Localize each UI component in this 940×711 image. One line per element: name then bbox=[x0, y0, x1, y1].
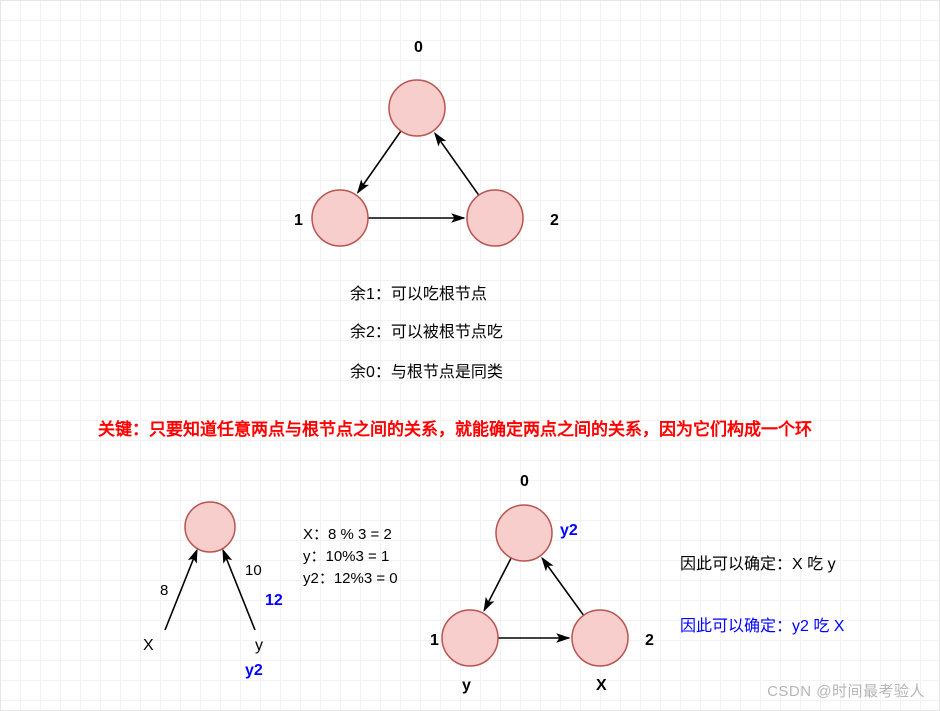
graph-edge bbox=[165, 550, 197, 630]
mod-line-3: y2：12%3 = 0 bbox=[303, 567, 398, 588]
graph-node bbox=[496, 505, 552, 561]
graph-node bbox=[312, 190, 368, 246]
graph-node bbox=[572, 610, 628, 666]
graph-edge bbox=[484, 558, 511, 611]
legend-line-3: 余0：与根节点是同类 bbox=[350, 358, 503, 382]
watermark: CSDN @时间最考验人 bbox=[767, 680, 925, 701]
graph-label: y2 bbox=[245, 662, 263, 679]
graph-label: 2 bbox=[645, 632, 654, 649]
graph-label: 10 bbox=[245, 562, 262, 579]
graph-label: 8 bbox=[160, 582, 168, 599]
mod-line-1: X：8 % 3 = 2 bbox=[303, 523, 392, 544]
key-statement: 关键：只要知道任意两点与根节点之间的关系，就能确定两点之间的关系，因为它们构成一… bbox=[98, 415, 812, 440]
graph-node bbox=[442, 610, 498, 666]
graph-label: X bbox=[143, 637, 154, 654]
diagram-canvas: 012012y2yX81012Xyy2 bbox=[0, 0, 940, 711]
legend-line-1: 余1：可以吃根节点 bbox=[350, 280, 487, 304]
graph-node bbox=[389, 80, 445, 136]
mod-line-2: y：10%3 = 1 bbox=[303, 545, 389, 566]
graph-label: 0 bbox=[520, 473, 529, 490]
graph-label: 12 bbox=[265, 592, 283, 609]
graph-label: X bbox=[596, 677, 607, 694]
graph-label: y bbox=[462, 677, 471, 694]
conclusion-1: 因此可以确定：X 吃 y bbox=[680, 550, 836, 574]
graph-label: 2 bbox=[550, 212, 559, 229]
graph-label: 1 bbox=[430, 632, 439, 649]
graph-label: 0 bbox=[414, 39, 423, 56]
graph-label: y2 bbox=[560, 522, 578, 539]
graph-edge bbox=[542, 558, 583, 615]
graph-node bbox=[185, 502, 235, 552]
legend-line-2: 余2：可以被根节点吃 bbox=[350, 318, 503, 342]
conclusion-2: 因此可以确定：y2 吃 X bbox=[680, 612, 844, 636]
graph-node bbox=[467, 190, 523, 246]
graph-label: y bbox=[255, 637, 263, 654]
graph-edge bbox=[435, 133, 479, 195]
graph-edge bbox=[358, 131, 401, 193]
graph-label: 1 bbox=[294, 212, 303, 229]
